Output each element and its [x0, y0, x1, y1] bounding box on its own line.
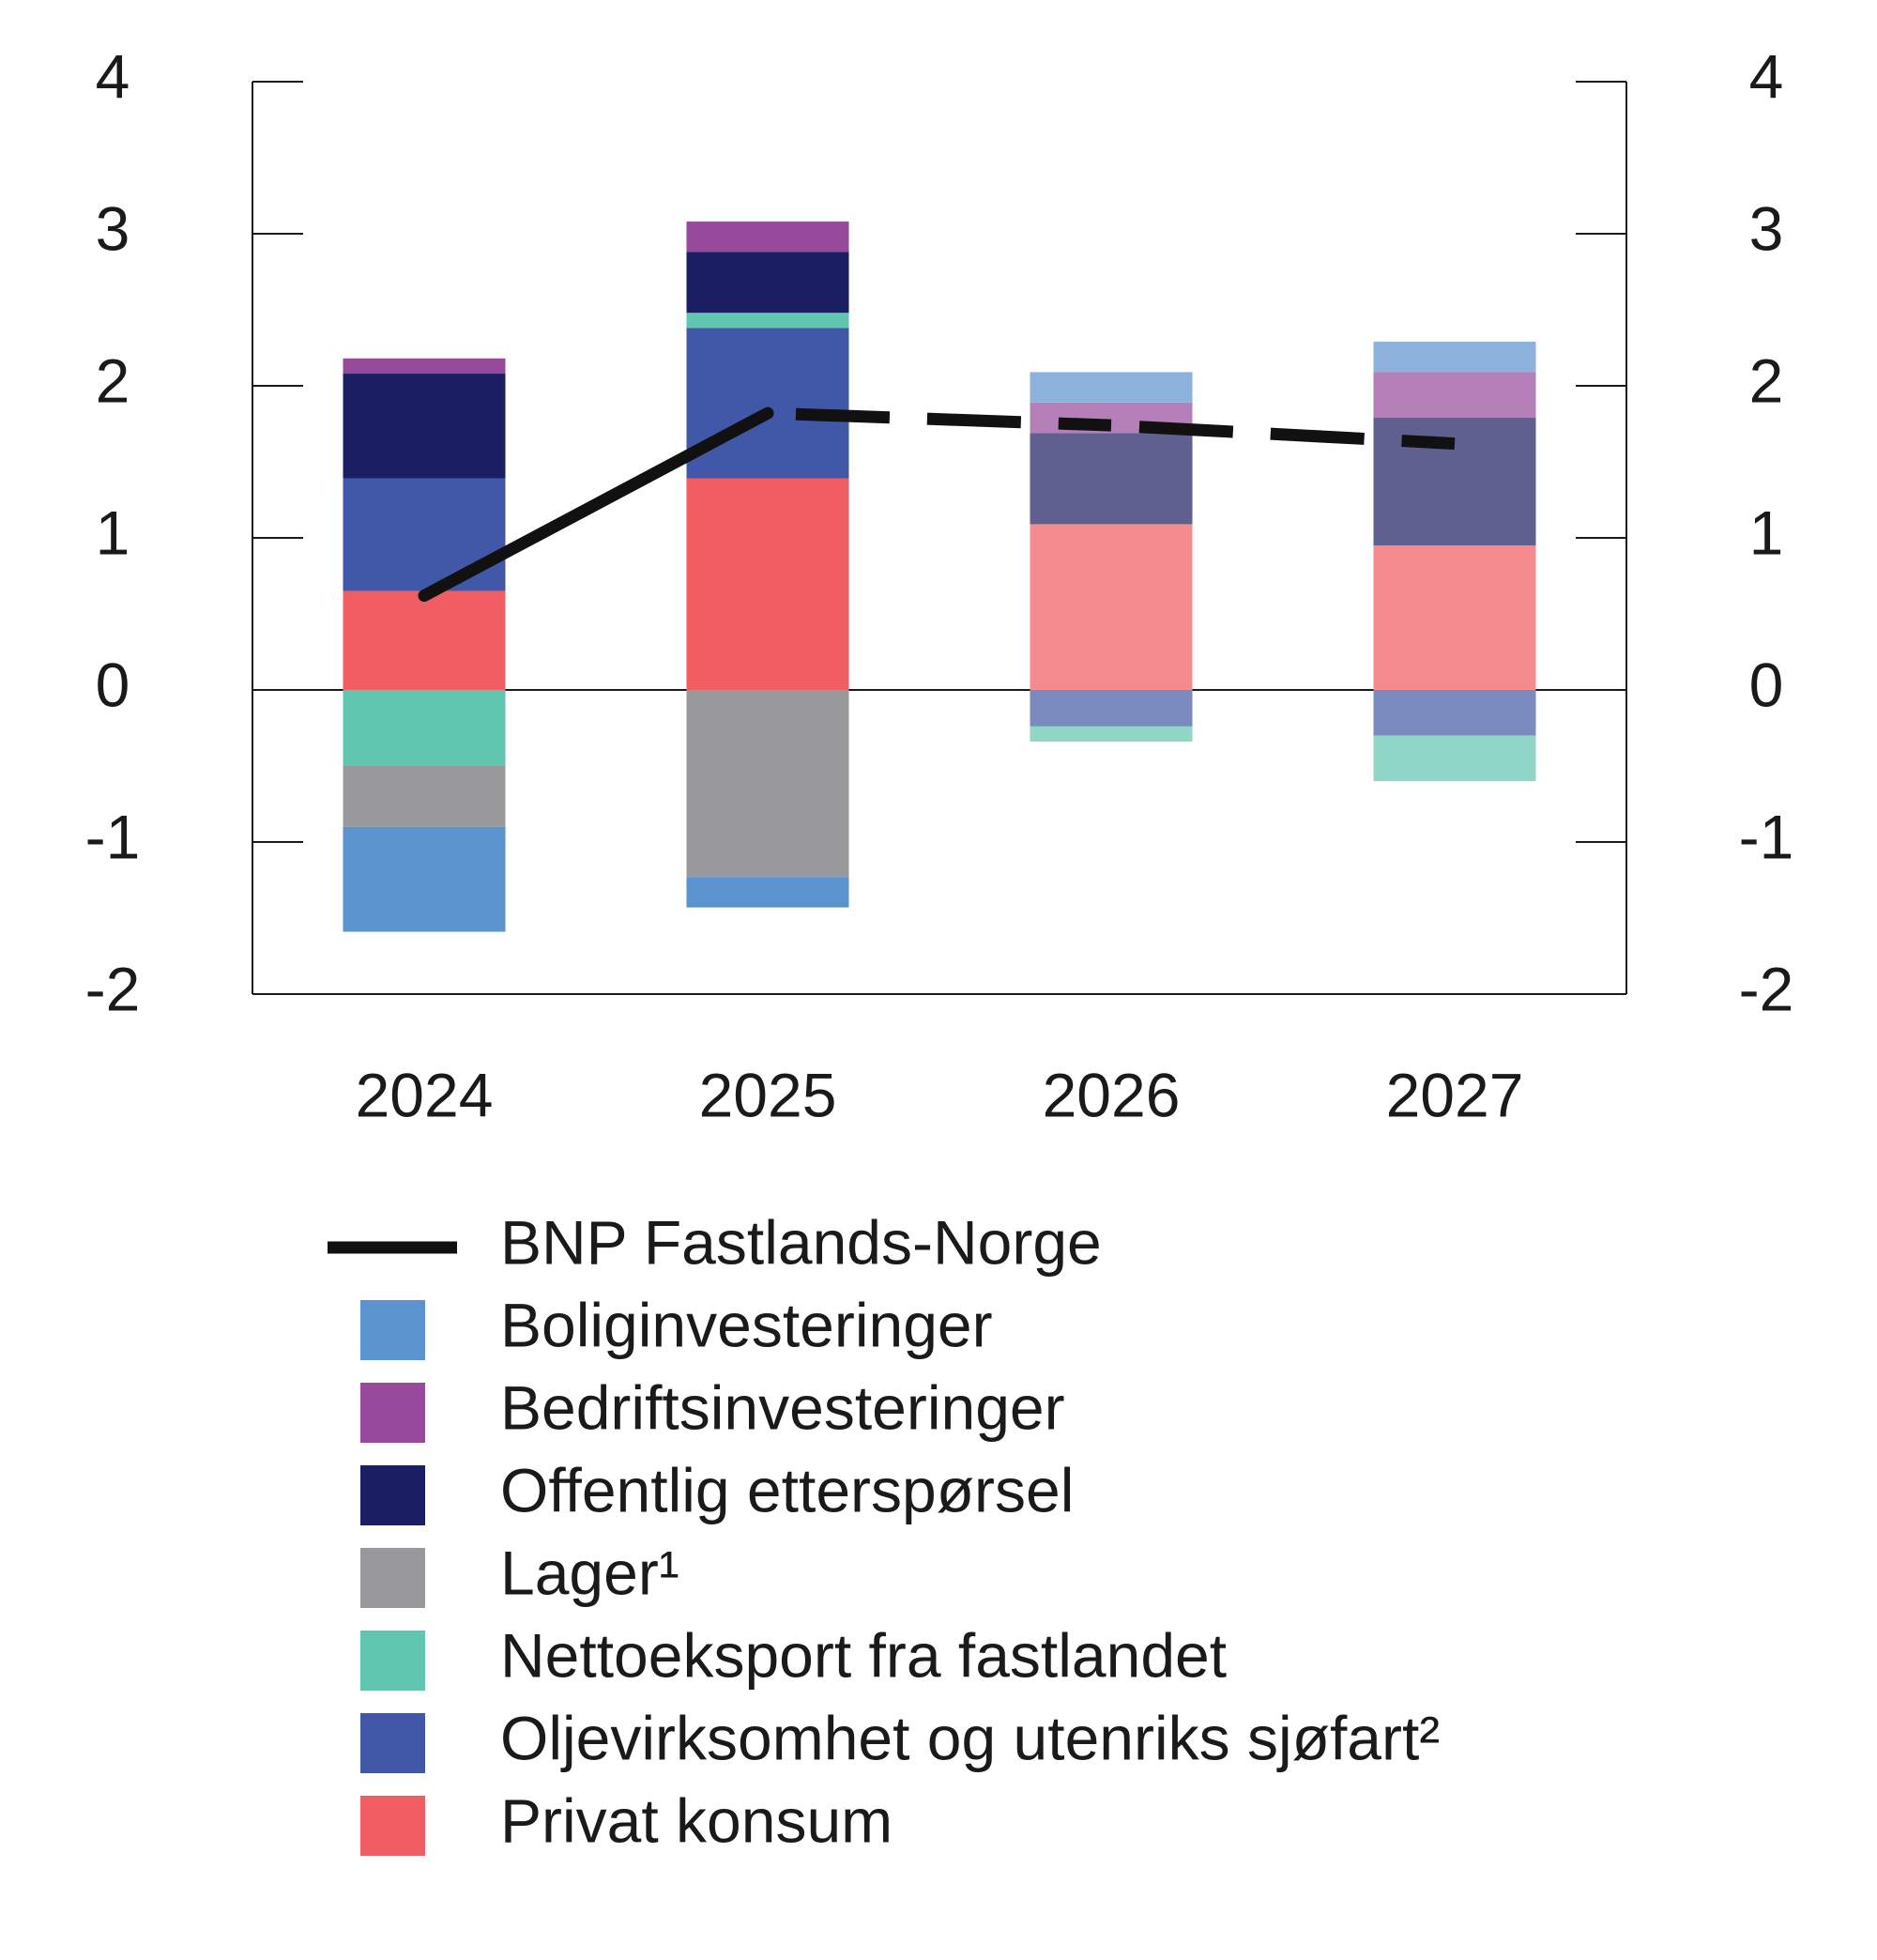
y2-tick-label: 2 — [1749, 345, 1784, 415]
line-segment — [767, 406, 1112, 432]
y-tick-label: -1 — [85, 802, 141, 871]
bar-segment — [686, 328, 849, 479]
bar-segment — [1373, 418, 1536, 546]
y-tick-label: 3 — [96, 193, 130, 263]
y-tick-label: 1 — [96, 498, 130, 567]
bar-segment — [343, 690, 506, 766]
y-tick-label: -2 — [85, 954, 141, 1023]
legend-label: Privat konsum — [500, 1785, 893, 1855]
bar-segment — [1030, 433, 1193, 525]
legend-swatch — [360, 1796, 425, 1856]
legend-label: Nettoeksport fra fastlandet — [500, 1620, 1227, 1690]
line-segment — [1110, 419, 1456, 451]
bar-segment — [686, 877, 849, 908]
y2-tick-label: 4 — [1749, 41, 1784, 111]
legend-swatch — [360, 1465, 425, 1525]
bar-segment — [343, 766, 506, 827]
bar-segment — [343, 590, 506, 690]
bar-segment — [343, 478, 506, 591]
legend-swatch — [360, 1383, 425, 1443]
y2-tick-label: -2 — [1739, 954, 1794, 1023]
legend-label: Offentlig etterspørsel — [500, 1455, 1074, 1524]
legend-label: Boliginvesteringer — [500, 1290, 993, 1359]
bar-segment — [1373, 372, 1536, 419]
bar-segment — [686, 478, 849, 690]
legend-label: BNP Fastlands-Norge — [500, 1207, 1102, 1277]
bar-segment — [1030, 690, 1193, 727]
legend-swatch — [360, 1713, 425, 1773]
bar-segment — [1030, 524, 1193, 690]
x-tick-label: 2026 — [1043, 1060, 1181, 1129]
bar-segment — [1030, 726, 1193, 743]
x-tick-label: 2027 — [1386, 1060, 1524, 1129]
x-tick-label: 2024 — [356, 1060, 494, 1129]
y-tick-label: 4 — [96, 41, 130, 111]
bar-segment — [686, 313, 849, 329]
bar-segment — [686, 222, 849, 253]
bar-segment — [343, 374, 506, 479]
legend-swatch — [360, 1300, 425, 1360]
bar-segment — [686, 690, 849, 878]
y2-tick-label: 1 — [1749, 498, 1784, 567]
bar-segment — [1373, 342, 1536, 373]
legend-swatch — [360, 1548, 425, 1608]
bar-segment — [686, 252, 849, 314]
y-tick-label: 0 — [96, 650, 130, 719]
y2-tick-label: -1 — [1739, 802, 1794, 871]
line-segment — [418, 406, 774, 603]
bar-segment — [1373, 735, 1536, 782]
legend-swatch — [360, 1631, 425, 1691]
y2-tick-label: 3 — [1749, 193, 1784, 263]
legend-label: Bedriftsinvesteringer — [500, 1372, 1065, 1442]
bar-segment — [1030, 372, 1193, 403]
bar-segment — [1373, 690, 1536, 736]
bar-segment — [1373, 545, 1536, 690]
legend-label: Lager¹ — [500, 1538, 679, 1607]
y2-tick-label: 0 — [1749, 650, 1784, 719]
legend-label: Oljevirksomhet og utenriks sjøfart² — [500, 1703, 1440, 1772]
y-tick-label: 2 — [96, 345, 130, 415]
bar-segment — [343, 826, 506, 932]
bar-segment — [343, 358, 506, 375]
x-tick-label: 2025 — [699, 1060, 837, 1129]
